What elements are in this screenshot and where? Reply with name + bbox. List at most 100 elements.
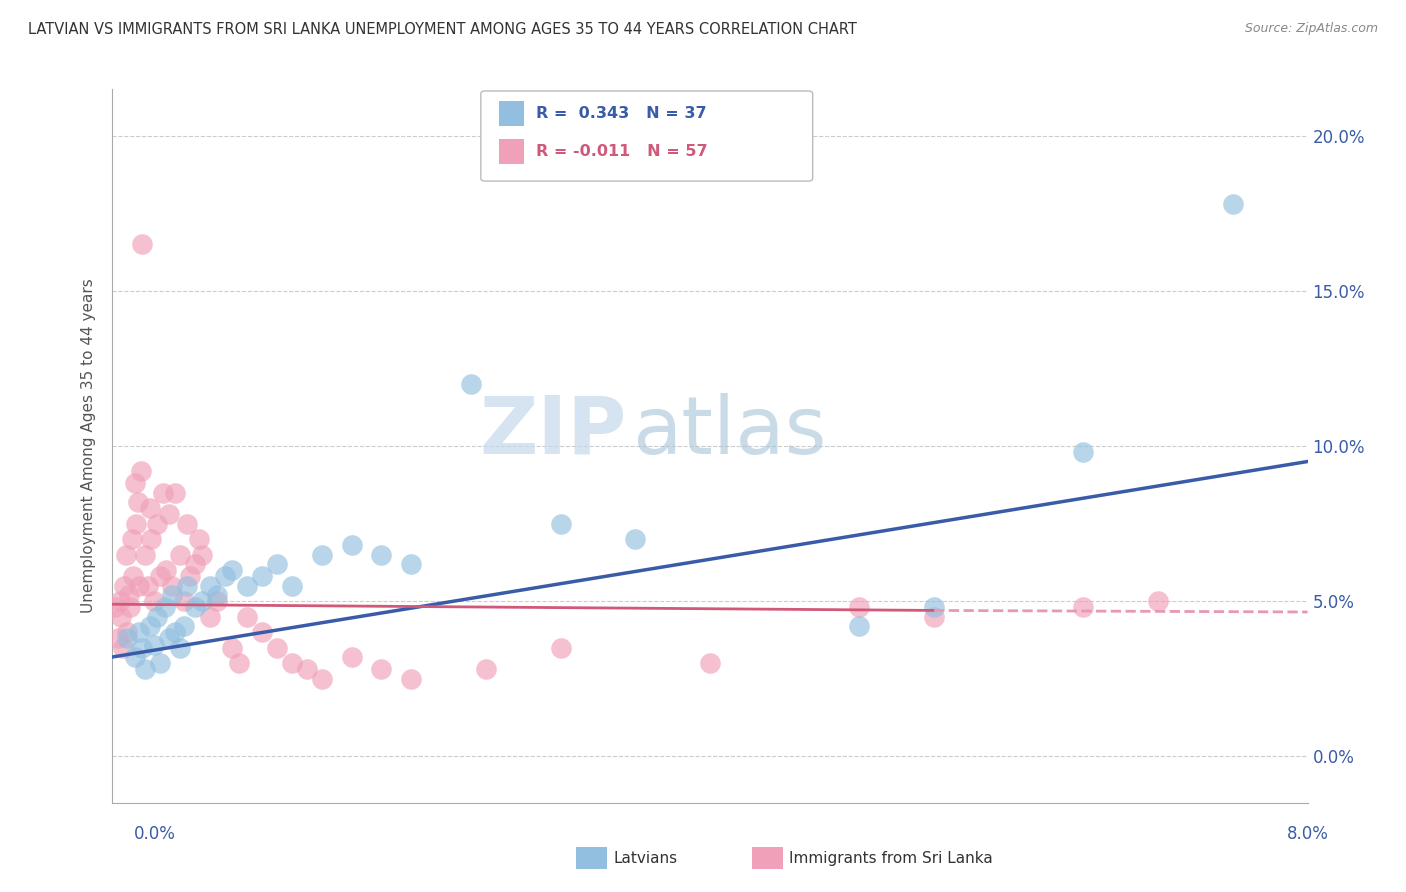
Text: Latvians: Latvians [613,851,678,865]
Point [128,625,150,640]
Point [699,656,721,670]
Point [128,579,150,593]
Point [311,548,333,562]
Point [475,662,498,676]
Point [1073,445,1095,459]
Point [124,476,146,491]
Point [120,600,142,615]
Point [157,508,180,522]
Point [131,237,153,252]
Text: LATVIAN VS IMMIGRANTS FROM SRI LANKA UNEMPLOYMENT AMONG AGES 35 TO 44 YEARS CORR: LATVIAN VS IMMIGRANTS FROM SRI LANKA UNE… [28,22,858,37]
Point [198,609,221,624]
Point [340,650,363,665]
Point [191,548,214,562]
Point [169,640,191,655]
Text: atlas: atlas [633,392,827,471]
Point [250,625,273,640]
Point [173,619,195,633]
Point [1073,600,1095,615]
Point [460,376,482,391]
Point [214,569,236,583]
Point [848,619,870,633]
Point [134,548,156,562]
Point [104,600,127,615]
Point [143,594,166,608]
Text: 0.0%: 0.0% [134,825,176,843]
Point [169,548,191,562]
Text: R = -0.011   N = 57: R = -0.011 N = 57 [536,145,707,159]
Point [110,609,132,624]
Point [221,640,243,655]
Point [281,579,304,593]
Point [370,662,392,676]
Point [401,557,423,571]
Point [848,600,870,615]
Point [340,538,363,552]
Point [401,672,423,686]
Point [370,548,392,562]
Point [153,600,176,615]
Point [139,501,162,516]
Point [111,640,134,655]
Point [250,569,273,583]
Point [188,532,211,546]
Point [165,625,187,640]
Point [115,548,138,562]
Point [311,672,333,686]
Point [127,495,149,509]
Point [155,563,177,577]
Point [1222,197,1244,211]
Point [129,464,152,478]
Point [141,532,163,546]
Point [146,516,169,531]
Point [117,632,139,646]
Point [281,656,304,670]
Point [162,579,183,593]
Point [550,640,572,655]
Point [108,594,131,608]
Point [121,532,143,546]
Point [157,632,180,646]
Point [205,594,228,608]
Point [131,640,153,655]
Point [122,569,145,583]
Point [922,600,945,615]
Y-axis label: Unemployment Among Ages 35 to 44 years: Unemployment Among Ages 35 to 44 years [80,278,96,614]
Point [117,625,139,640]
Point [922,609,945,624]
Point [125,516,148,531]
Text: ZIP: ZIP [479,392,627,471]
Point [162,588,183,602]
Point [152,485,174,500]
Text: Source: ZipAtlas.com: Source: ZipAtlas.com [1244,22,1378,36]
Point [183,557,205,571]
Point [198,579,221,593]
Point [146,609,169,624]
Point [1147,594,1170,608]
Point [624,532,647,546]
Point [118,588,141,602]
Point [124,650,146,665]
Point [191,594,214,608]
Point [138,579,160,593]
Text: Immigrants from Sri Lanka: Immigrants from Sri Lanka [789,851,993,865]
Point [236,609,259,624]
Point [236,579,259,593]
Point [134,662,156,676]
Point [173,594,195,608]
Text: 8.0%: 8.0% [1286,825,1329,843]
Point [221,563,243,577]
Point [149,656,172,670]
Point [107,632,129,646]
Point [205,588,228,602]
Point [266,640,288,655]
Point [139,619,162,633]
Point [550,516,572,531]
Point [176,516,198,531]
Point [228,656,250,670]
Point [114,579,135,593]
Point [266,557,288,571]
Point [165,485,187,500]
Point [295,662,318,676]
Point [143,638,166,652]
